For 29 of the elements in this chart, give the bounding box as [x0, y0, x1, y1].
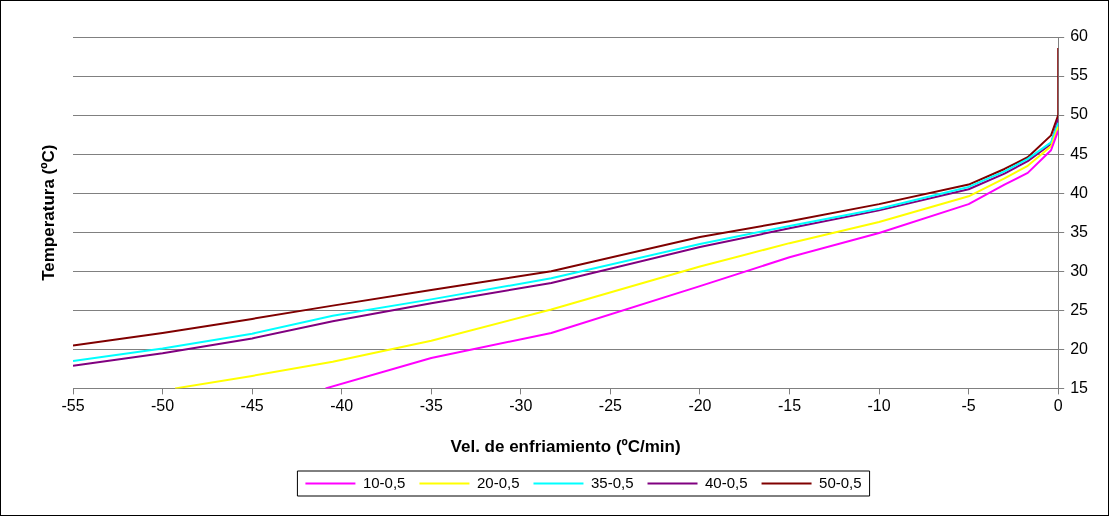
y-tick-label: 50	[1070, 105, 1089, 123]
y-tick-label: 55	[1070, 66, 1089, 84]
legend-label: 35-0,5	[590, 473, 634, 491]
x-tick-label: -10	[867, 397, 891, 415]
y-tick-label: 20	[1070, 339, 1089, 357]
y-tick-label: 45	[1070, 144, 1089, 162]
x-tick-label: 0	[1053, 397, 1063, 415]
y-tick-label: 40	[1070, 183, 1089, 201]
x-tick-label: -20	[688, 397, 712, 415]
legend-label: 40-0,5	[705, 473, 748, 491]
x-tick-label: -45	[240, 397, 264, 415]
y-tick-label: 30	[1070, 261, 1089, 279]
y-tick-label: 60	[1070, 27, 1089, 45]
legend-label: 20-0,5	[476, 473, 520, 491]
x-tick-label: -30	[509, 397, 533, 415]
y-axis-title: Temperatura (ºC)	[38, 144, 58, 281]
y-tick-label: 15	[1070, 378, 1089, 396]
x-tick-label: -55	[61, 397, 85, 415]
x-axis-title: Vel. de enfriamiento (ºC/min)	[450, 437, 681, 457]
legend-label: 50-0,5	[819, 473, 862, 491]
x-tick-label: -5	[961, 397, 976, 415]
x-tick-label: -15	[777, 397, 802, 415]
x-tick-label: -35	[419, 397, 443, 415]
x-tick-label: -50	[151, 397, 175, 415]
y-tick-label: 25	[1070, 300, 1089, 318]
x-tick-label: -25	[598, 397, 623, 415]
legend-label: 10-0,5	[362, 473, 406, 491]
y-tick-label: 35	[1070, 222, 1089, 240]
x-tick-label: -40	[330, 397, 354, 415]
